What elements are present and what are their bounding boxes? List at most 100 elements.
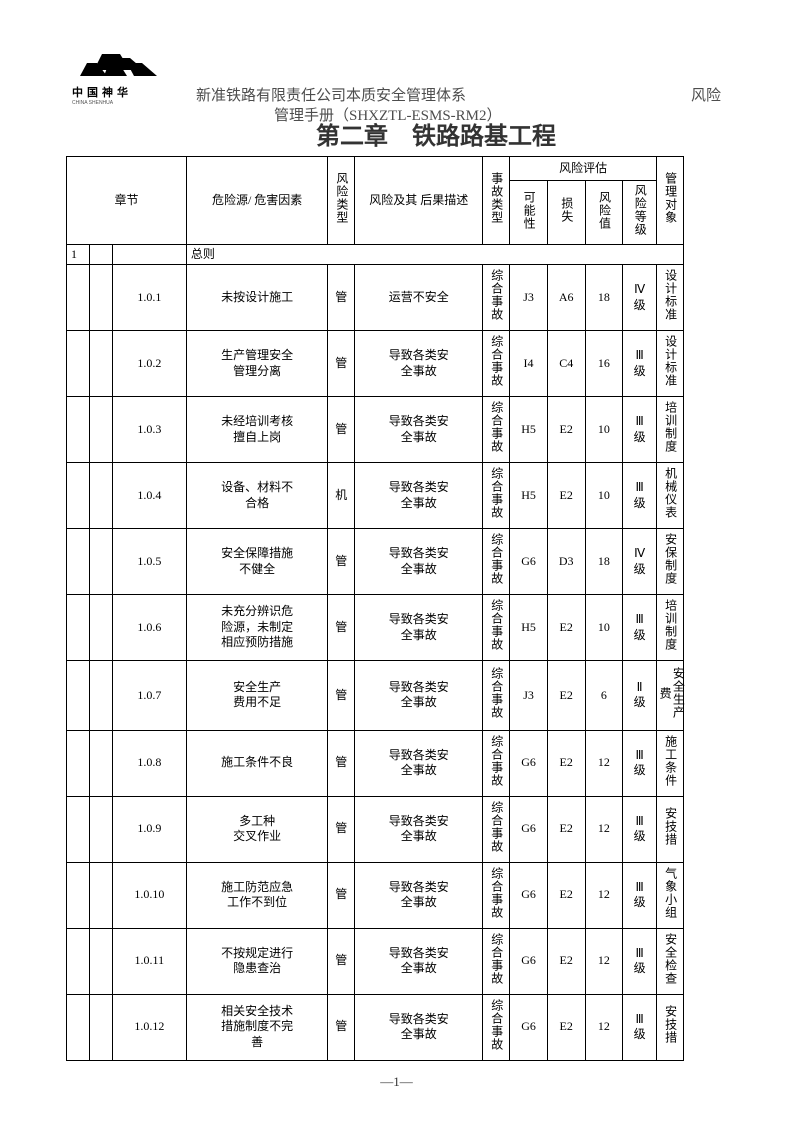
cell-loss: E2: [547, 661, 585, 731]
cell-mgmt-obj: 施工条件: [656, 730, 683, 796]
cell-risk-grade: Ⅲ级: [623, 796, 657, 862]
cell-desc: 导致各类安全事故: [355, 331, 483, 397]
table-row: 1.0.10施工防范应急工作不到位管导致各类安全事故综合事故G6E212Ⅲ级气象…: [67, 862, 684, 928]
cell-hazard: 安全生产费用不足: [186, 661, 327, 731]
cell-risk-grade: Ⅲ级: [623, 397, 657, 463]
cell-possibility: I4: [510, 331, 548, 397]
cell-accident-type: 综合事故: [483, 397, 510, 463]
cell-loss: E2: [547, 862, 585, 928]
cell-possibility: H5: [510, 595, 548, 661]
cell-possibility: G6: [510, 928, 548, 994]
cell-mgmt-obj: 安保制度: [656, 529, 683, 595]
cell-risk-value: 10: [585, 397, 623, 463]
cell-loss: E2: [547, 595, 585, 661]
cell-risk-value: 6: [585, 661, 623, 731]
cell-risk-grade: Ⅲ级: [623, 928, 657, 994]
cell-risk-value: 10: [585, 463, 623, 529]
header-title-left: 新准铁路有限责任公司本质安全管理体系: [196, 84, 466, 105]
th-possibility: 可能性: [510, 181, 548, 245]
cell-risk-type: 机: [328, 463, 355, 529]
cell-possibility: G6: [510, 529, 548, 595]
cell-chapter: 1.0.9: [112, 796, 186, 862]
cell-accident-type: 综合事故: [483, 595, 510, 661]
th-risk-desc: 风险及其 后果描述: [355, 157, 483, 245]
cell-risk-value: 12: [585, 796, 623, 862]
cell-risk-value: 18: [585, 529, 623, 595]
cell-mgmt-obj: 机械仪表: [656, 463, 683, 529]
cell-risk-grade: Ⅲ级: [623, 331, 657, 397]
cell-risk-grade: Ⅳ级: [623, 265, 657, 331]
cell-chapter: 1.0.5: [112, 529, 186, 595]
cell-accident-type: 综合事故: [483, 265, 510, 331]
cell-chapter: 1.0.6: [112, 595, 186, 661]
cell-risk-value: 12: [585, 730, 623, 796]
cell-mgmt-obj: 设计标准: [656, 265, 683, 331]
cell-hazard: 多工种交叉作业: [186, 796, 327, 862]
cell-desc: 导致各类安全事故: [355, 994, 483, 1060]
cell-accident-type: 综合事故: [483, 463, 510, 529]
cell-possibility: G6: [510, 862, 548, 928]
cell-possibility: J3: [510, 661, 548, 731]
section-row: 1总则: [67, 244, 684, 265]
cell-chapter: 1.0.11: [112, 928, 186, 994]
cell-hazard: 相关安全技术措施制度不完善: [186, 994, 327, 1060]
cell-accident-type: 综合事故: [483, 730, 510, 796]
cell-risk-type: 管: [328, 796, 355, 862]
page-number: —1—: [0, 1074, 793, 1090]
table-row: 1.0.1未按设计施工管运营不安全综合事故J3A618Ⅳ级设计标准: [67, 265, 684, 331]
cell-risk-value: 12: [585, 994, 623, 1060]
cell-loss: E2: [547, 463, 585, 529]
cell-hazard: 未经培训考核擅自上岗: [186, 397, 327, 463]
th-loss: 损失: [547, 181, 585, 245]
cell-risk-type: 管: [328, 994, 355, 1060]
th-risk-grade: 风险等级: [623, 181, 657, 245]
table-row: 1.0.7安全生产费用不足管导致各类安全事故综合事故J3E26Ⅱ级安全生产费: [67, 661, 684, 731]
cell-risk-grade: Ⅲ级: [623, 463, 657, 529]
header-title-right: 风险: [691, 84, 721, 105]
table-row: 1.0.2生产管理安全管理分离管导致各类安全事故综合事故I4C416Ⅲ级设计标准: [67, 331, 684, 397]
cell-desc: 导致各类安全事故: [355, 730, 483, 796]
th-risk-type: 风险类型: [328, 157, 355, 245]
table-body: 1总则1.0.1未按设计施工管运营不安全综合事故J3A618Ⅳ级设计标准1.0.…: [67, 244, 684, 1060]
cell-risk-type: 管: [328, 661, 355, 731]
cell-risk-type: 管: [328, 595, 355, 661]
cell-loss: A6: [547, 265, 585, 331]
cell-chapter: 1.0.1: [112, 265, 186, 331]
cell-desc: 导致各类安全事故: [355, 463, 483, 529]
table-row: 1.0.4设备、材料不合格机导致各类安全事故综合事故H5E210Ⅲ级机械仪表: [67, 463, 684, 529]
th-accident-type: 事故类型: [483, 157, 510, 245]
cell-hazard: 不按规定进行隐患查治: [186, 928, 327, 994]
cell-accident-type: 综合事故: [483, 862, 510, 928]
cell-chapter: 1.0.8: [112, 730, 186, 796]
cell-loss: E2: [547, 928, 585, 994]
cell-desc: 导致各类安全事故: [355, 529, 483, 595]
cell-possibility: H5: [510, 463, 548, 529]
cell-accident-type: 综合事故: [483, 529, 510, 595]
cell-risk-value: 18: [585, 265, 623, 331]
cell-risk-grade: Ⅲ级: [623, 595, 657, 661]
cell-possibility: H5: [510, 397, 548, 463]
th-chapter: 章节: [67, 157, 187, 245]
cell-desc: 导致各类安全事故: [355, 928, 483, 994]
cell-hazard: 安全保障措施不健全: [186, 529, 327, 595]
cell-chapter: 1.0.7: [112, 661, 186, 731]
cell-hazard: 未按设计施工: [186, 265, 327, 331]
cell-risk-grade: Ⅲ级: [623, 730, 657, 796]
cell-risk-type: 管: [328, 331, 355, 397]
cell-risk-grade: Ⅲ级: [623, 862, 657, 928]
cell-desc: 导致各类安全事故: [355, 595, 483, 661]
cell-hazard: 施工条件不良: [186, 730, 327, 796]
th-mgmt-obj: 管理对象: [656, 157, 683, 245]
cell-chapter: 1.0.12: [112, 994, 186, 1060]
table-row: 1.0.12相关安全技术措施制度不完善管导致各类安全事故综合事故G6E212Ⅲ级…: [67, 994, 684, 1060]
cell-accident-type: 综合事故: [483, 661, 510, 731]
cell-risk-type: 管: [328, 928, 355, 994]
cell-chapter: 1.0.4: [112, 463, 186, 529]
cell-mgmt-obj: 培训制度: [656, 595, 683, 661]
cell-loss: D3: [547, 529, 585, 595]
cell-loss: E2: [547, 730, 585, 796]
cell-risk-value: 10: [585, 595, 623, 661]
chapter-title: 第二章 铁路路基工程: [316, 116, 556, 151]
cell-desc: 导致各类安全事故: [355, 397, 483, 463]
cell-risk-type: 管: [328, 397, 355, 463]
